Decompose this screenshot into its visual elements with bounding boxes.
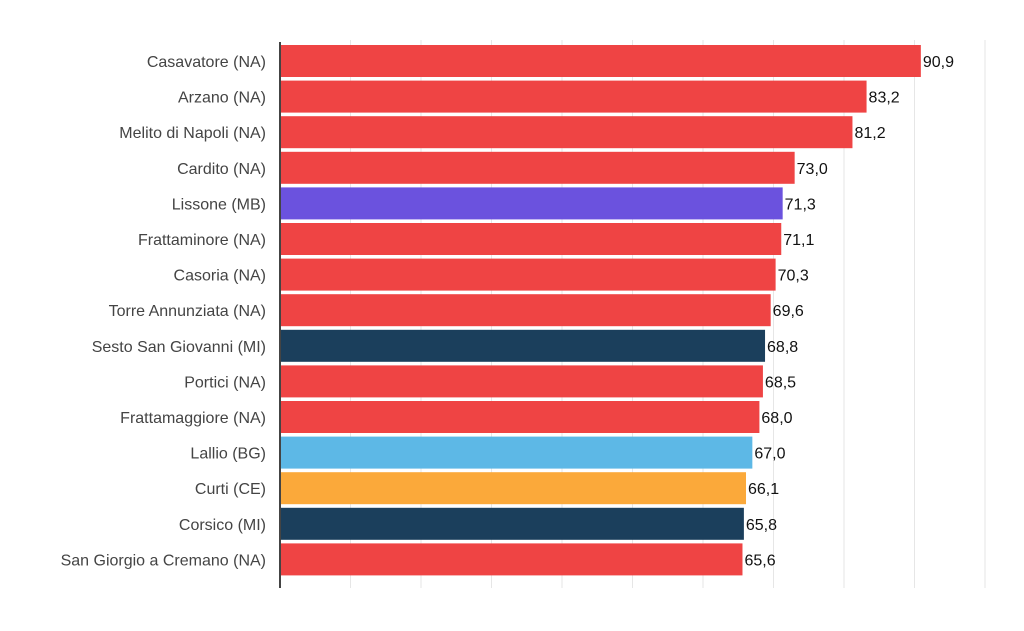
value-label: 70,3 [778, 268, 809, 285]
value-label: 65,6 [744, 552, 775, 569]
value-label: 66,1 [748, 481, 779, 498]
bar [280, 258, 776, 291]
bar [280, 116, 853, 149]
category-label: Sesto San Giovanni (MI) [92, 339, 266, 356]
category-label: Casavatore (NA) [147, 54, 266, 71]
value-label: 68,5 [765, 374, 796, 391]
value-label: 69,6 [773, 303, 804, 320]
bar [280, 472, 747, 505]
category-label: Portici (NA) [184, 374, 266, 391]
value-label: 67,0 [754, 446, 785, 463]
bar [280, 45, 921, 77]
bar [280, 401, 760, 433]
value-label: 65,8 [746, 517, 777, 534]
bar [280, 543, 743, 576]
bar [280, 223, 782, 255]
category-label: Curti (CE) [195, 481, 266, 498]
category-label: Arzano (NA) [178, 90, 266, 107]
bar [280, 80, 867, 113]
value-label: 83,2 [869, 90, 900, 107]
bar [280, 365, 763, 398]
bar [280, 187, 783, 220]
category-label: Casoria (NA) [174, 268, 266, 285]
category-label: Torre Annunziata (NA) [109, 303, 266, 320]
category-label: Cardito (NA) [177, 161, 266, 178]
value-label: 90,9 [923, 54, 954, 71]
category-label: San Giorgio a Cremano (NA) [61, 552, 266, 569]
category-label: Corsico (MI) [179, 517, 266, 534]
value-label: 73,0 [797, 161, 828, 178]
bar [280, 151, 795, 184]
category-label: Frattaminore (NA) [138, 232, 266, 249]
bar [280, 329, 766, 362]
value-label: 71,1 [783, 232, 814, 249]
value-label: 68,0 [761, 410, 792, 427]
value-label: 81,2 [854, 125, 885, 142]
bar [280, 294, 771, 327]
category-label: Melito di Napoli (NA) [119, 125, 266, 142]
category-label: Frattamaggiore (NA) [120, 410, 266, 427]
bar [280, 507, 744, 540]
category-label: Lissone (MB) [172, 196, 266, 213]
category-label: Lallio (BG) [190, 446, 266, 463]
bar [280, 436, 753, 469]
value-label: 68,8 [767, 339, 798, 356]
value-label: 71,3 [785, 196, 816, 213]
